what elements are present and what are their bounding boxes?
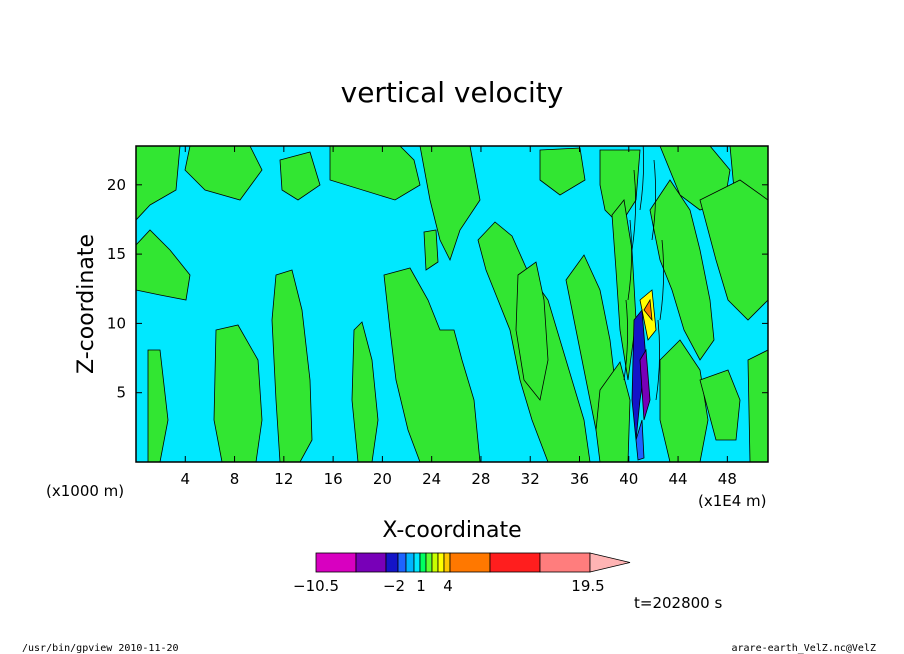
time-label: t=202800 s xyxy=(634,594,722,612)
updraft-region xyxy=(136,229,191,301)
colorbar-tick-label: 19.5 xyxy=(571,577,604,595)
core-region xyxy=(635,419,645,461)
colorbar-bin xyxy=(425,552,433,573)
x-unit-label: (x1000 m) xyxy=(46,482,124,500)
updraft-region xyxy=(329,146,421,201)
updraft-region xyxy=(611,199,637,381)
core-region xyxy=(639,348,651,421)
x-scale-label: (x1E4 m) xyxy=(698,492,767,510)
plot-area xyxy=(135,145,769,463)
colorbar-bin xyxy=(443,552,451,573)
x-tick-label: 12 xyxy=(274,470,293,488)
contour-line xyxy=(639,146,644,211)
core-region xyxy=(643,298,653,322)
updraft-region xyxy=(747,349,768,462)
updraft-region xyxy=(271,269,313,462)
x-tick-label: 44 xyxy=(669,470,688,488)
contour-line xyxy=(651,159,656,241)
updraft-region xyxy=(136,146,181,221)
colorbar-bin xyxy=(437,552,445,573)
core-region xyxy=(631,308,647,441)
y-axis-label: Z-coordinate xyxy=(74,234,99,374)
colorbar-bin xyxy=(315,552,357,573)
colorbar-tick-label: −2 xyxy=(383,577,405,595)
x-tick-label: 4 xyxy=(181,470,191,488)
x-tick-label: 20 xyxy=(373,470,392,488)
updraft-region xyxy=(279,151,321,201)
x-axis: 4 8 12 16 20 24 28 32 36 40 44 48 xyxy=(181,146,737,488)
x-tick-label: 8 xyxy=(230,470,240,488)
x-tick-label: 16 xyxy=(324,470,343,488)
y-tick-label: 20 xyxy=(107,176,126,194)
colorbar-bin xyxy=(431,552,439,573)
y-tick-label: 15 xyxy=(107,245,126,263)
chart-title: vertical velocity xyxy=(341,76,564,109)
x-tick-label: 48 xyxy=(718,470,737,488)
colorbar-bin xyxy=(489,552,541,573)
colorbar-bin xyxy=(405,552,415,573)
contour-line xyxy=(623,299,628,381)
colorbar-bin xyxy=(413,552,421,573)
updraft-region xyxy=(419,146,481,262)
updraft-region xyxy=(351,321,379,462)
updraft-region xyxy=(147,349,169,462)
footer-right: arare-earth_VelZ.nc@VelZ xyxy=(732,643,877,654)
contour-line xyxy=(659,239,664,321)
updraft-region xyxy=(383,267,481,462)
updraft-region xyxy=(539,147,586,196)
colorbar-tick-label: 4 xyxy=(443,577,453,595)
x-tick-label: 32 xyxy=(521,470,540,488)
updraft-region xyxy=(595,361,631,462)
x-tick-label: 36 xyxy=(570,470,589,488)
colorbar-tick-label: −10.5 xyxy=(293,577,339,595)
colorbar-bin xyxy=(397,552,407,573)
updraft-region xyxy=(213,324,263,462)
y-tick-label: 5 xyxy=(116,384,126,402)
updraft-region xyxy=(699,369,741,441)
updraft-region xyxy=(699,179,768,321)
updraft-region xyxy=(649,179,715,361)
plot-frame xyxy=(135,145,769,463)
x-tick-label: 24 xyxy=(422,470,441,488)
contour-line xyxy=(631,169,636,251)
y-tick-label: 10 xyxy=(107,314,126,332)
contour-line xyxy=(627,219,632,301)
colorbar-arrow xyxy=(589,552,631,573)
footer-left: /usr/bin/gpview 2010-11-20 xyxy=(22,643,179,654)
colorbar-bin xyxy=(385,552,399,573)
updraft-region xyxy=(184,146,263,201)
colorbar xyxy=(315,552,631,573)
x-tick-label: 40 xyxy=(619,470,638,488)
contour-fields xyxy=(136,146,768,462)
colorbar-ticks: −10.5 −2 1 4 19.5 xyxy=(293,577,605,595)
x-tick-label: 28 xyxy=(471,470,490,488)
colorbar-bin xyxy=(449,552,491,573)
updraft-region xyxy=(515,261,549,401)
x-axis-label: X-coordinate xyxy=(382,518,521,543)
contour-line xyxy=(655,319,660,401)
colorbar-bin xyxy=(355,552,387,573)
updraft-region xyxy=(659,339,709,462)
updraft-region xyxy=(423,229,439,271)
colorbar-tick-label: 1 xyxy=(416,577,426,595)
y-axis: 5 10 15 20 xyxy=(107,176,768,402)
colorbar-bin xyxy=(419,552,427,573)
colorbar-bin xyxy=(539,552,591,573)
